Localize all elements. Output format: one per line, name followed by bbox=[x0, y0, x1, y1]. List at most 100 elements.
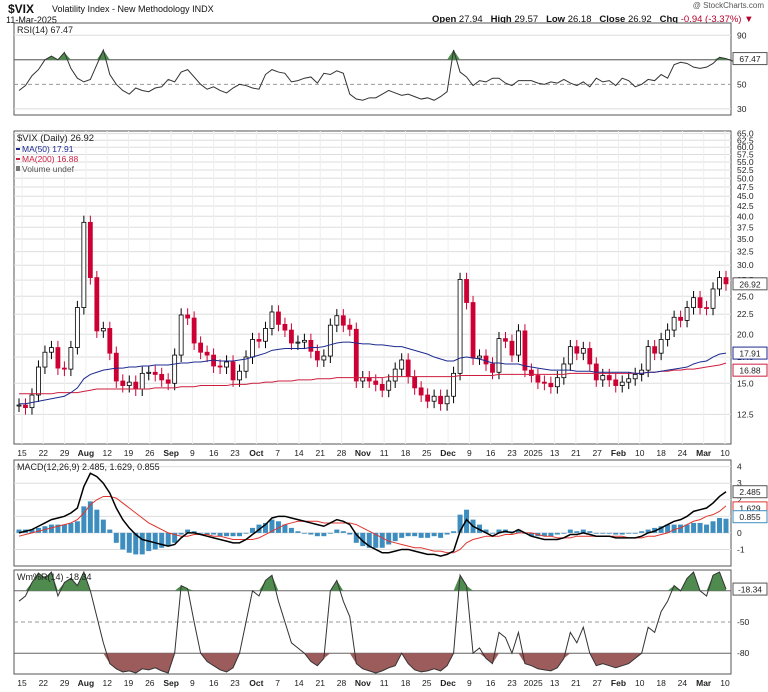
price-candle-body bbox=[691, 297, 696, 308]
macd-hist-bar bbox=[347, 532, 353, 535]
close-value: 26.92 bbox=[627, 14, 652, 25]
macd-tick-label: 3 bbox=[737, 478, 742, 488]
close-label: Close bbox=[599, 14, 626, 25]
price-candle-body bbox=[548, 382, 554, 388]
price-candle-body bbox=[256, 339, 262, 342]
price-tick-label: 57.5 bbox=[737, 149, 754, 159]
ticker-fullname: Volatility Index - New Methodology bbox=[52, 4, 190, 14]
rsi-last-label-box bbox=[732, 52, 768, 66]
macd-hist-bar bbox=[61, 524, 67, 533]
macd-hist-bar bbox=[561, 532, 567, 534]
macd-hist-bar bbox=[580, 529, 586, 533]
price-candle-body bbox=[36, 366, 41, 396]
macd-hist-bar bbox=[632, 532, 638, 534]
macd-hist-bar bbox=[412, 532, 418, 537]
ma50-last-label: 17.91 bbox=[739, 349, 761, 359]
macd-hist-bar bbox=[451, 531, 457, 533]
macd-hist-bar bbox=[159, 532, 165, 548]
price-x-label: Mar bbox=[696, 448, 712, 458]
williams-oversold-area bbox=[19, 653, 726, 673]
bottom-x-label: 22 bbox=[39, 678, 49, 688]
price-candle-body bbox=[717, 277, 722, 290]
price-candle-body bbox=[490, 363, 495, 373]
bottom-x-label: 21 bbox=[316, 678, 326, 688]
price-candle-body bbox=[68, 347, 74, 370]
price-tick-label: 15.0 bbox=[737, 378, 754, 388]
price-candle-body bbox=[327, 324, 333, 357]
macd-hist-bar bbox=[360, 532, 366, 547]
price-candle-body bbox=[626, 378, 632, 383]
macd-hist-bar bbox=[671, 524, 677, 533]
high-value: 29.57 bbox=[514, 14, 539, 25]
macd-hist-bar bbox=[334, 529, 340, 533]
macd-hist-bar bbox=[418, 532, 424, 538]
macd-hist-bar bbox=[496, 529, 502, 533]
bottom-x-label: Feb bbox=[611, 678, 626, 688]
price-candle-body bbox=[152, 371, 158, 375]
bottom-x-label: 21 bbox=[571, 678, 581, 688]
bottom-x-label: 18 bbox=[656, 678, 666, 688]
price-candle-body bbox=[587, 348, 593, 365]
macd-hist-bar bbox=[645, 529, 651, 533]
macd-hist-bar bbox=[626, 532, 632, 534]
price-candle-body bbox=[139, 372, 145, 390]
macd-hist-bar bbox=[541, 532, 547, 537]
williams-legend: Wm%R(14) -18.34 bbox=[17, 572, 92, 582]
price-candle-body bbox=[704, 307, 709, 309]
price-candle-body bbox=[74, 307, 80, 348]
price-candle-body bbox=[574, 346, 580, 354]
macd-hist-bar bbox=[94, 509, 100, 533]
bottom-x-label: 25 bbox=[422, 678, 432, 688]
price-candle-body bbox=[606, 375, 612, 381]
bottom-x-label: 27 bbox=[592, 678, 602, 688]
price-candle-body bbox=[652, 346, 658, 354]
price-x-label: 11 bbox=[380, 448, 389, 458]
price-x-label: 2025 bbox=[524, 448, 543, 458]
price-candle-body bbox=[379, 384, 385, 391]
price-candle-body bbox=[613, 379, 619, 386]
price-x-label: Feb bbox=[611, 448, 626, 458]
price-x-label: 21 bbox=[316, 448, 326, 458]
price-candle-body bbox=[632, 374, 638, 380]
price-candle-body bbox=[665, 329, 671, 340]
price-candle-body bbox=[541, 381, 547, 384]
price-x-label: 29 bbox=[60, 448, 70, 458]
price-tick-label: 65.0 bbox=[737, 129, 754, 139]
macd-hist-bar bbox=[665, 524, 671, 533]
ohlc-readout: Open 27.94 High 29.57 Low 26.18 Close 26… bbox=[432, 14, 754, 25]
macd-hist-bar bbox=[691, 522, 697, 533]
macd-hist-bar bbox=[262, 522, 268, 533]
bottom-x-label: 23 bbox=[230, 678, 240, 688]
macd-hist-bar bbox=[295, 531, 301, 533]
price-tick-label: 22.5 bbox=[737, 309, 754, 319]
macd-hist-bar bbox=[126, 532, 132, 553]
williams-last-label: -18.34 bbox=[738, 585, 762, 595]
macd-hist-bar bbox=[386, 532, 392, 545]
price-last-label: 26.92 bbox=[739, 279, 761, 289]
price-candle-body bbox=[386, 380, 392, 391]
macd-hist-bar bbox=[230, 532, 236, 537]
price-x-label: 22 bbox=[39, 448, 49, 458]
price-x-label: 16 bbox=[486, 448, 496, 458]
price-x-label: 16 bbox=[209, 448, 219, 458]
price-x-label: 18 bbox=[656, 448, 666, 458]
price-candle-body bbox=[165, 379, 171, 384]
macd-last-label-box bbox=[732, 485, 768, 499]
price-tick-label: 55.0 bbox=[737, 157, 754, 167]
bottom-x-label: 13 bbox=[550, 678, 560, 688]
price-x-label: 28 bbox=[337, 448, 347, 458]
price-candle-body bbox=[49, 347, 54, 353]
price-panel-frame bbox=[13, 130, 732, 445]
price-candle-body bbox=[405, 359, 411, 377]
macd-hist-bar bbox=[269, 519, 275, 533]
macd-hist-bar bbox=[120, 532, 126, 550]
price-x-label: 23 bbox=[507, 448, 517, 458]
price-candle-body bbox=[107, 328, 113, 354]
price-candle-body bbox=[516, 330, 521, 356]
ma50-line bbox=[19, 341, 727, 405]
price-candle-body bbox=[522, 330, 528, 371]
low-label: Low bbox=[546, 14, 566, 25]
open-label: Open bbox=[432, 14, 457, 25]
macd-hist-bar bbox=[204, 532, 210, 535]
price-tick-label: 35.0 bbox=[737, 234, 754, 244]
